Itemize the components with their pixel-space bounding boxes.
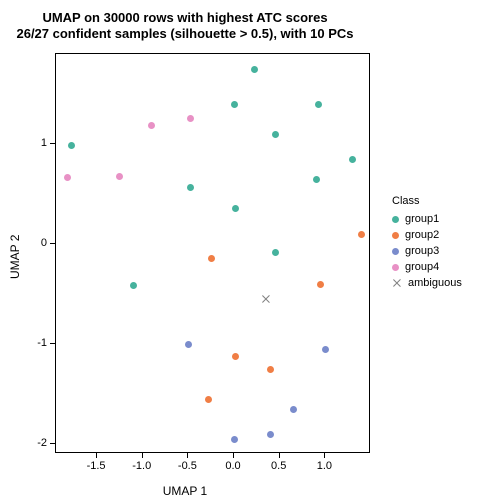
- x-tick: [96, 453, 97, 458]
- y-tick: [50, 343, 55, 344]
- ambiguous-swatch: [392, 278, 402, 288]
- x-tick: [142, 453, 143, 458]
- y-tick-label: -2: [37, 437, 47, 449]
- scatter-point-group1: [251, 66, 258, 73]
- scatter-point-group3: [185, 341, 192, 348]
- title-line-2: 26/27 confident samples (silhouette > 0.…: [16, 26, 353, 41]
- scatter-point-group4: [116, 173, 123, 180]
- scatter-point-group2: [232, 353, 239, 360]
- group1-swatch: [392, 216, 399, 223]
- title-line-1: UMAP on 30000 rows with highest ATC scor…: [42, 10, 327, 25]
- legend-label: group2: [405, 229, 439, 241]
- y-tick-label: 0: [41, 237, 47, 249]
- x-axis-label: UMAP 1: [0, 484, 370, 498]
- scatter-point-group1: [187, 184, 194, 191]
- scatter-point-group2: [208, 255, 215, 262]
- chart-title: UMAP on 30000 rows with highest ATC scor…: [0, 10, 370, 43]
- scatter-point-group3: [267, 431, 274, 438]
- legend-label: group3: [405, 245, 439, 257]
- legend-item-ambiguous: ambiguous: [392, 275, 462, 291]
- x-tick-label: 0.0: [225, 460, 240, 472]
- legend-label: group1: [405, 213, 439, 225]
- x-tick-label: -1.5: [87, 460, 106, 472]
- y-tick-label: -1: [37, 337, 47, 349]
- group3-swatch: [392, 248, 399, 255]
- scatter-point-group3: [231, 436, 238, 443]
- legend-item-group2: group2: [392, 227, 462, 243]
- scatter-point-group1: [232, 205, 239, 212]
- scatter-point-group2: [358, 231, 365, 238]
- scatter-point-group1: [272, 131, 279, 138]
- scatter-point-group1: [231, 101, 238, 108]
- scatter-point-group4: [64, 174, 71, 181]
- scatter-point-group3: [322, 346, 329, 353]
- y-tick: [50, 443, 55, 444]
- y-axis-label: UMAP 2: [8, 60, 22, 454]
- x-tick: [279, 453, 280, 458]
- legend-item-group1: group1: [392, 211, 462, 227]
- legend-label: ambiguous: [408, 277, 462, 289]
- scatter-point-group1: [315, 101, 322, 108]
- group4-swatch: [392, 264, 399, 271]
- scatter-point-group3: [290, 406, 297, 413]
- y-tick-label: 1: [41, 137, 47, 149]
- scatter-point-group4: [187, 115, 194, 122]
- x-tick-label: 1.0: [317, 460, 332, 472]
- legend: Class group1 group2 group3 group4 ambiguous: [392, 195, 462, 291]
- legend-item-group3: group3: [392, 243, 462, 259]
- x-tick: [233, 453, 234, 458]
- scatter-point-group4: [148, 122, 155, 129]
- scatter-point-group1: [272, 249, 279, 256]
- x-tick: [324, 453, 325, 458]
- legend-title: Class: [392, 195, 462, 207]
- scatter-point-group2: [205, 396, 212, 403]
- scatter-point-group1: [313, 176, 320, 183]
- x-tick-label: -0.5: [178, 460, 197, 472]
- plot-area: [55, 53, 370, 453]
- y-tick: [50, 143, 55, 144]
- umap-figure: UMAP on 30000 rows with highest ATC scor…: [0, 0, 504, 504]
- legend-item-group4: group4: [392, 259, 462, 275]
- scatter-point-group1: [130, 282, 137, 289]
- x-tick-label: 0.5: [271, 460, 286, 472]
- x-tick: [187, 453, 188, 458]
- scatter-point-group1: [68, 142, 75, 149]
- scatter-point-ambiguous: [261, 294, 271, 304]
- scatter-point-group2: [317, 281, 324, 288]
- legend-label: group4: [405, 261, 439, 273]
- group2-swatch: [392, 232, 399, 239]
- scatter-point-group1: [349, 156, 356, 163]
- y-tick: [50, 243, 55, 244]
- x-tick-label: -1.0: [132, 460, 151, 472]
- scatter-point-group2: [267, 366, 274, 373]
- legend-items: group1 group2 group3 group4 ambiguous: [392, 211, 462, 291]
